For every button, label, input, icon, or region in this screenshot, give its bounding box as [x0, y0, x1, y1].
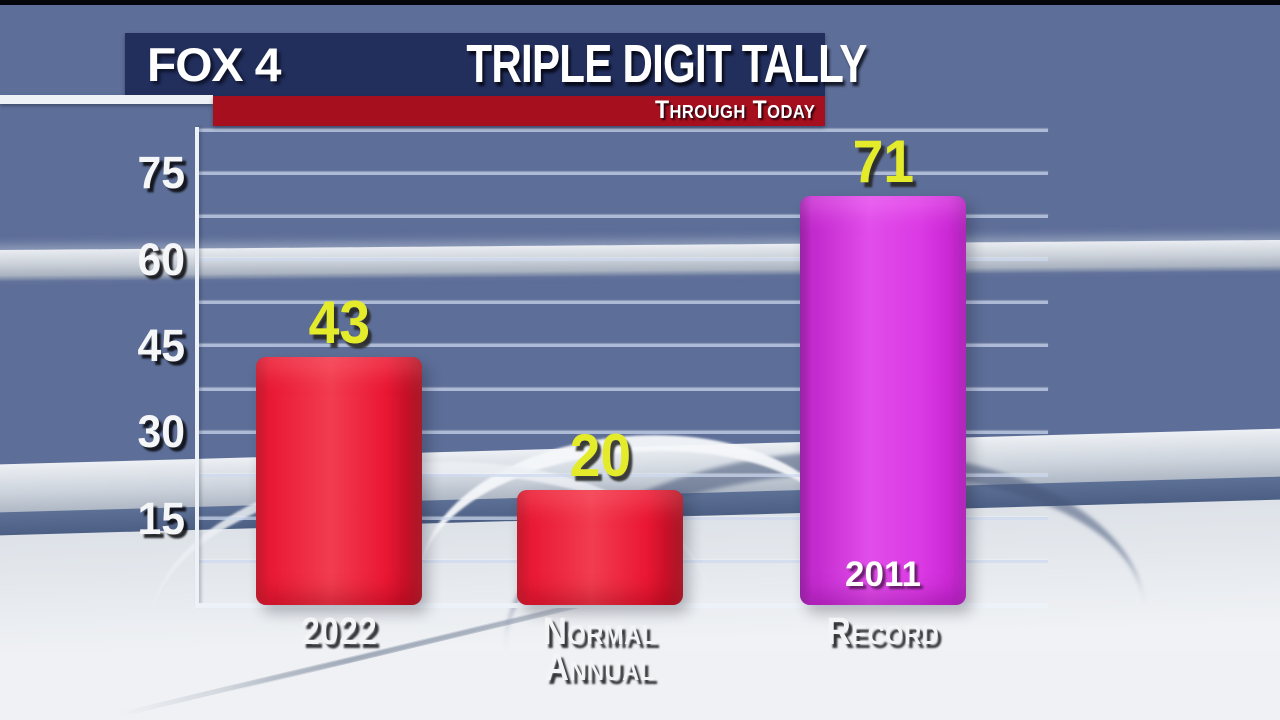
gridline [197, 258, 1048, 262]
gridline [197, 473, 1048, 477]
gridline [197, 430, 1048, 434]
headline-title: TRIPLE DIGIT TALLY [466, 34, 867, 94]
subtitle-bar: Through Today [213, 96, 825, 126]
y-axis-tick-label: 45 [137, 319, 185, 371]
studio-desk [0, 650, 1280, 720]
gridline [197, 387, 1048, 391]
category-label: Record [826, 611, 940, 653]
bar-year-label: 2011 [845, 555, 921, 594]
gridline [197, 171, 1048, 175]
bar-value-label: 43 [308, 289, 370, 357]
category-label: Normal Annual [543, 611, 657, 689]
y-axis-line [195, 127, 199, 606]
subtitle-text: Through Today [654, 96, 815, 124]
bar-value-label: 71 [852, 128, 914, 196]
y-axis-tick-label: 30 [137, 406, 185, 458]
y-axis-tick-label: 75 [137, 147, 185, 199]
gridline [197, 344, 1048, 348]
x-axis-line [195, 603, 1048, 608]
bar-record [800, 196, 966, 605]
gridline [197, 214, 1048, 218]
gridline [197, 128, 1048, 132]
fox4-logo: FOX 4 [147, 38, 281, 91]
gridline [197, 301, 1048, 305]
bar-2022 [256, 357, 422, 605]
category-label: 2022 [300, 611, 378, 653]
header-accent-stripe [0, 95, 213, 104]
bar-normal-annual [517, 489, 683, 605]
bar-value-label: 20 [569, 421, 631, 489]
y-axis-tick-label: 15 [137, 492, 185, 544]
header-bar: FOX 4 TRIPLE DIGIT TALLY [125, 33, 867, 96]
y-axis-tick-label: 60 [137, 233, 185, 285]
top-letterbox-strip [0, 0, 1280, 5]
